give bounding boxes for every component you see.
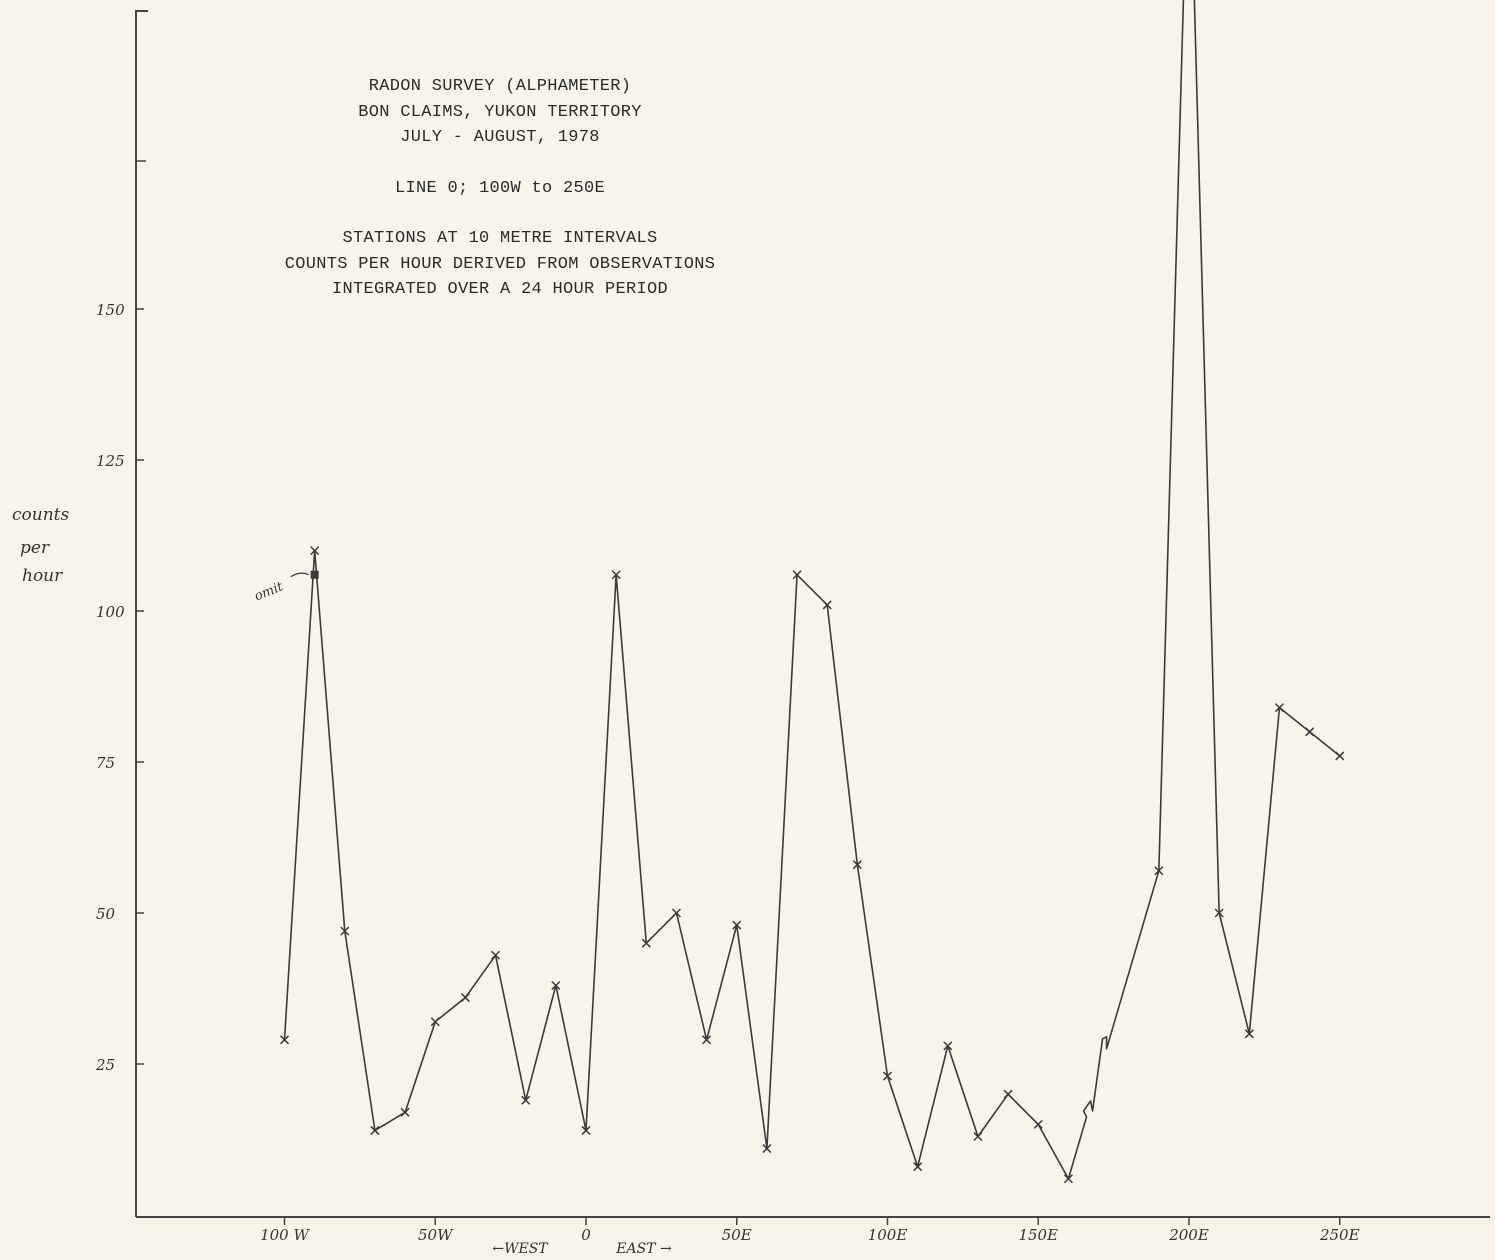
data-point-marker: [460, 993, 470, 1003]
title-line-line-range: LINE 0; 100W to 250E: [394, 178, 606, 198]
data-point-marker: [430, 1017, 440, 1027]
data-point-marker: [521, 1095, 531, 1105]
title-line-stations: STATIONS AT 10 METRE INTERVALS: [342, 229, 658, 248]
x-label-west: ←WEST: [492, 1241, 549, 1257]
ylabel-hour: hour: [22, 566, 63, 586]
data-point-marker: [491, 950, 501, 960]
x-tick-label: 250E: [1319, 1226, 1360, 1244]
data-point-marker: [581, 1125, 591, 1135]
data-point-marker: [1335, 751, 1345, 761]
data-point-marker: [852, 860, 862, 870]
title-line-3: JULY - AUGUST, 1978: [400, 128, 600, 147]
data-point-marker: [340, 926, 350, 936]
chart-ticks: 25 50 75 100 125 150 100 W 50W 0 50E 100E 150E 200E 2…: [95, 301, 1360, 1257]
y-tick-label: 100: [96, 603, 125, 621]
omitted-point-marker: [310, 570, 319, 579]
data-point-marker: [822, 600, 832, 610]
data-point-marker: [1003, 1089, 1013, 1099]
omit-label: omit: [252, 579, 286, 604]
chart-axes: [135, 10, 1490, 1218]
title-line-1: RADON SURVEY (ALPHAMETER): [368, 77, 632, 96]
data-point-marker: [400, 1107, 410, 1117]
data-point-marker: [1305, 727, 1315, 737]
y-tick-label: 50: [96, 905, 116, 923]
data-point-marker: [1033, 1119, 1043, 1129]
radon-series-line: [283, 0, 1341, 1180]
y-tick-label: 125: [96, 452, 125, 470]
data-point-marker: [671, 908, 681, 918]
data-point-marker: [702, 1035, 712, 1045]
chart-series: [283, 0, 1341, 1180]
data-point-marker: [1154, 866, 1164, 876]
x-tick-label: 200E: [1168, 1226, 1209, 1244]
data-point-marker: [943, 1041, 953, 1051]
x-label-east: EAST →: [615, 1241, 672, 1257]
chart-annotations: omit234: [252, 570, 319, 604]
omit-arrow: [290, 572, 309, 578]
y-tick-label: 25: [95, 1056, 115, 1074]
title-line-integrated: INTEGRATED OVER A 24 HOUR PERIOD: [331, 280, 669, 299]
x-tick-label: 50E: [722, 1226, 752, 1244]
data-point-marker: [913, 1162, 923, 1172]
x-tick-label: 50W: [418, 1226, 454, 1244]
data-point-marker: [973, 1131, 983, 1142]
data-point-marker: [732, 920, 742, 930]
data-point-marker: [370, 1125, 380, 1135]
ylabel-counts: counts: [12, 505, 70, 525]
data-point-marker: [1274, 703, 1284, 713]
data-point-marker: [611, 570, 621, 580]
x-tick-label: 100 W: [260, 1226, 310, 1244]
x-tick-label: 0: [581, 1226, 591, 1244]
data-point-marker: [310, 546, 320, 556]
title-line-counts: COUNTS PER HOUR DERIVED FROM OBSERVATION…: [284, 254, 716, 274]
ylabel-per: per: [20, 538, 50, 558]
chart-title-block: RADON SURVEY (ALPHAMETER) BON CLAIMS, YU…: [230, 74, 770, 303]
y-tick-label: 150: [96, 301, 125, 319]
data-point-marker: [762, 1144, 772, 1154]
data-point-marker: [1244, 1029, 1254, 1039]
data-point-marker: [882, 1071, 893, 1081]
y-tick-label: 75: [96, 754, 115, 772]
data-point-marker: [1063, 1174, 1073, 1184]
chart-markers: [279, 546, 1345, 1184]
data-point-marker: [551, 980, 561, 991]
x-tick-label: 100E: [868, 1226, 908, 1244]
data-point-marker: [279, 1035, 290, 1045]
title-line-2: BON CLAIMS, YUKON TERRITORY: [358, 102, 642, 122]
data-point-marker: [1214, 908, 1224, 918]
x-tick-label: 150E: [1018, 1226, 1058, 1244]
data-point-marker: [792, 570, 802, 580]
data-point-marker: [641, 938, 651, 948]
